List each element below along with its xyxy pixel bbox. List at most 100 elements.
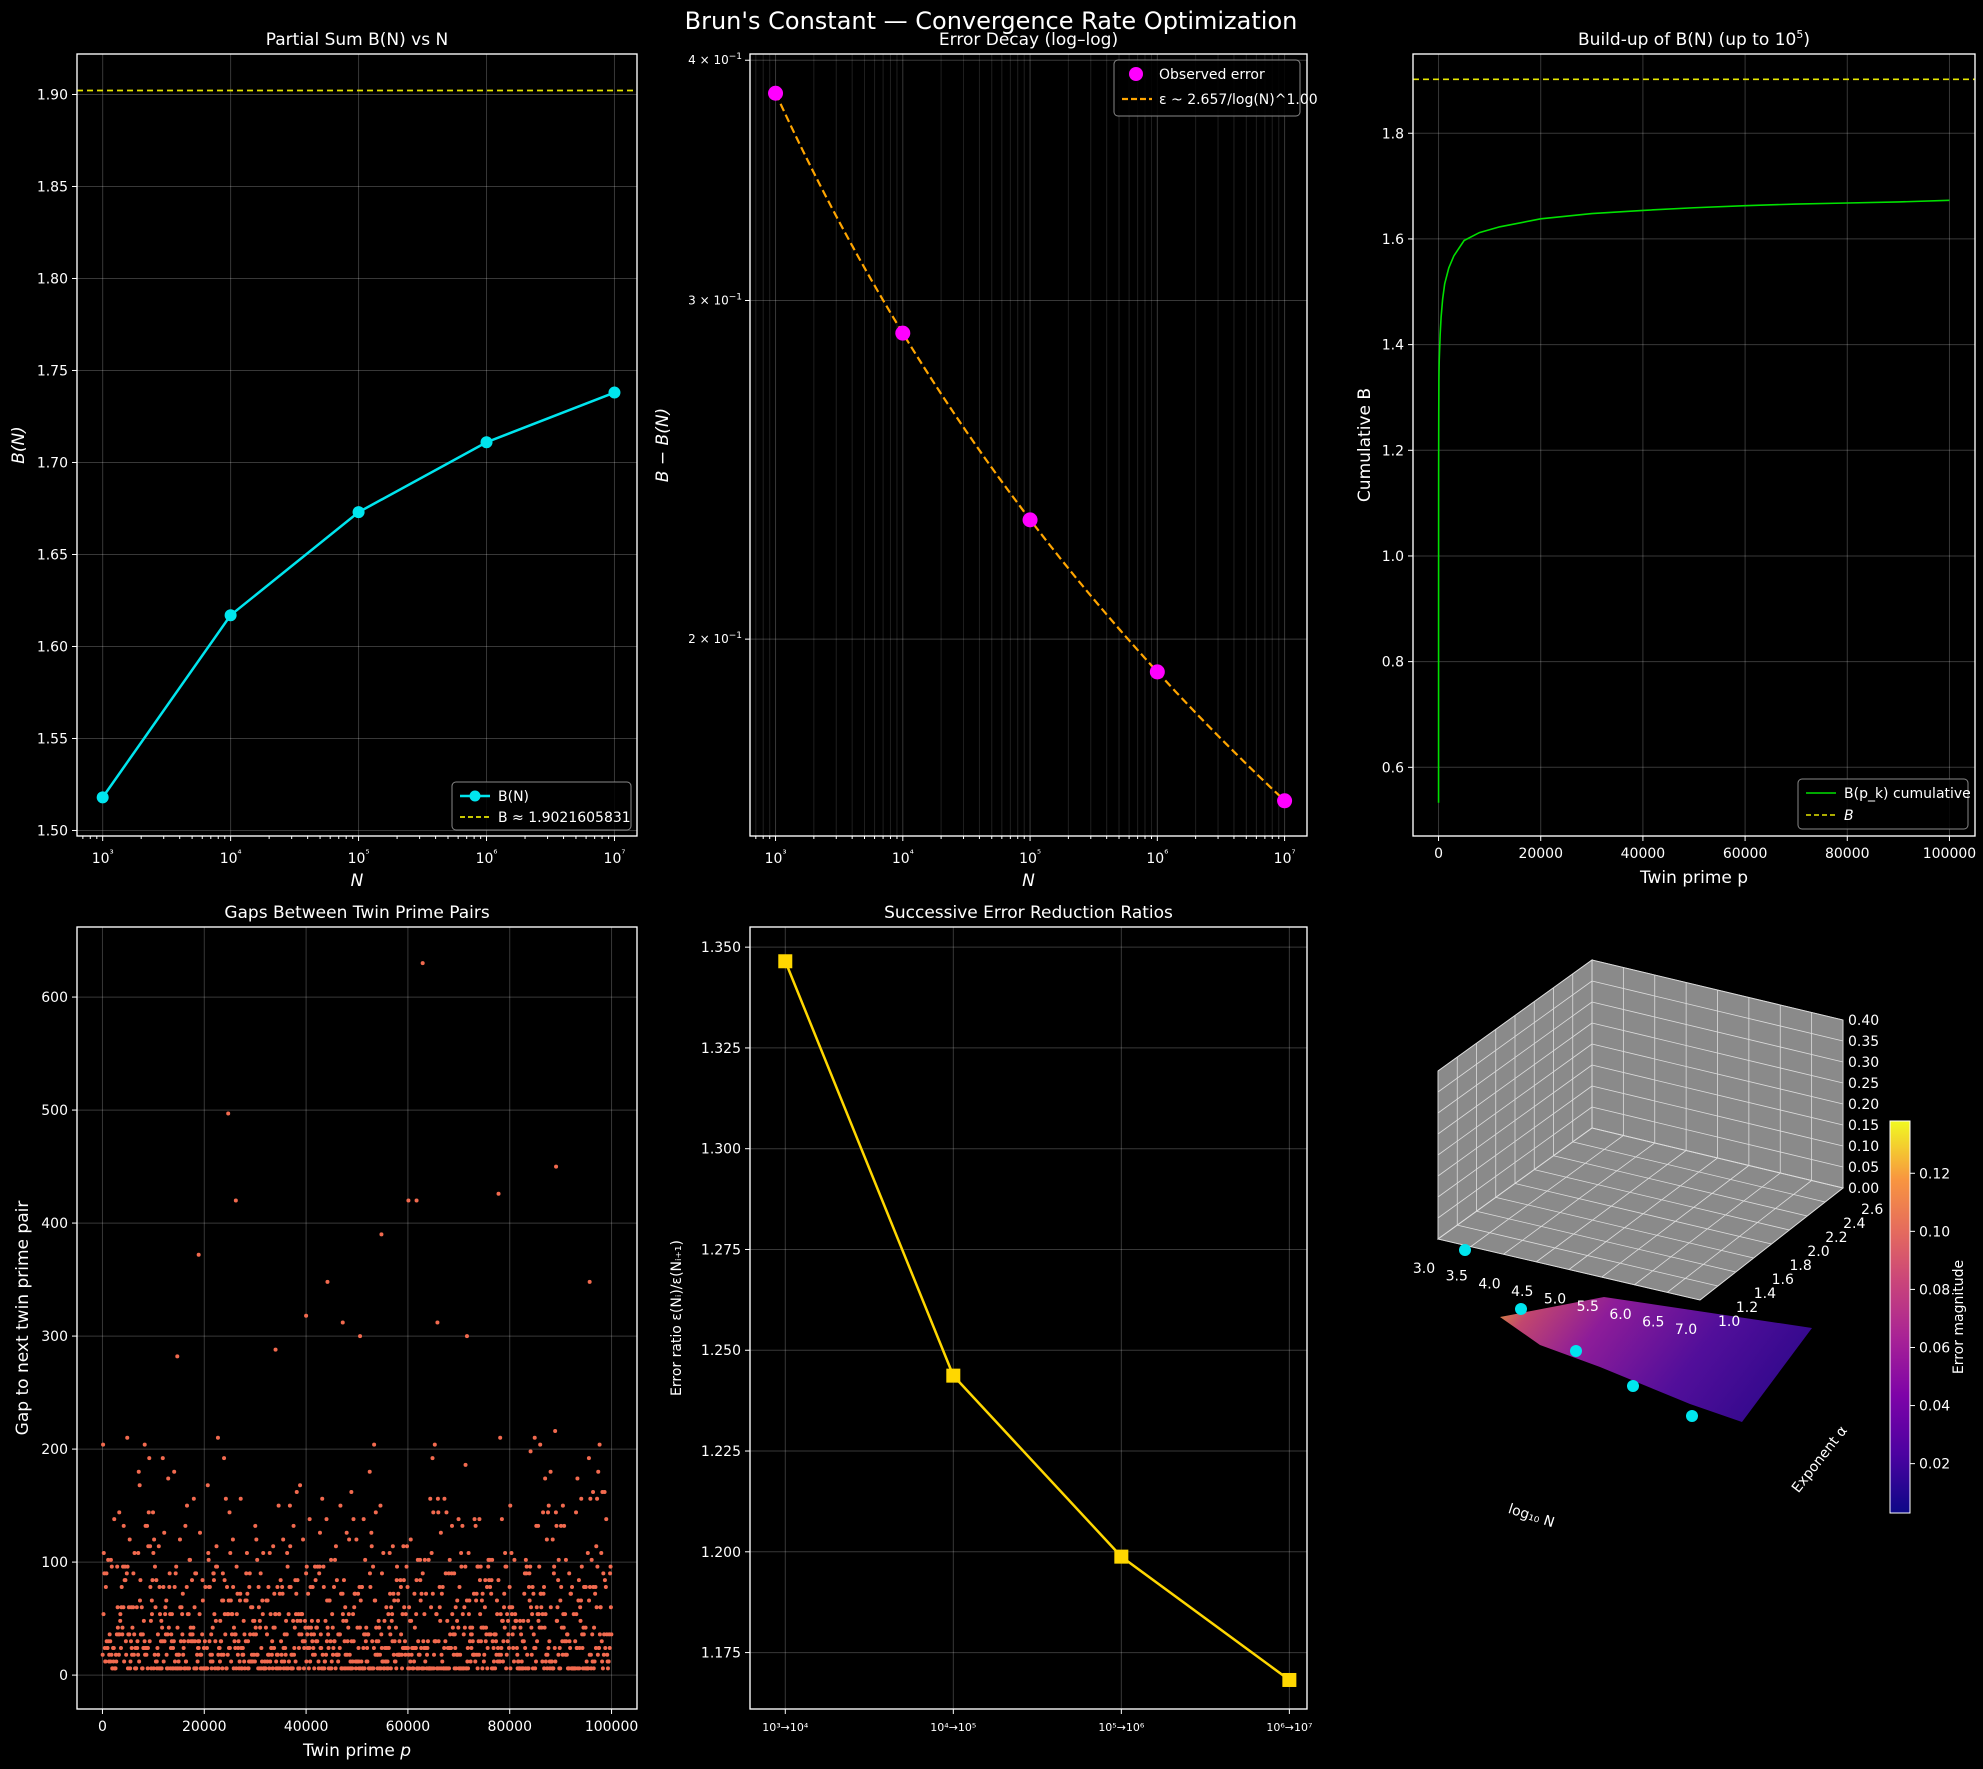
y3d-tick-label: 1.8 [1790, 1258, 1812, 1274]
gap-point [598, 1605, 603, 1610]
gap-point [160, 1456, 165, 1461]
gap-point [261, 1551, 266, 1556]
gap-point [417, 1652, 422, 1657]
ytick-label: 1.50 [37, 823, 68, 839]
gap-point [421, 1666, 426, 1671]
gap-point [393, 1659, 398, 1664]
gap-point [559, 1584, 564, 1589]
gap-point [327, 1598, 332, 1603]
gap-point [518, 1625, 523, 1630]
x-axis-label: Twin prime p [1639, 868, 1748, 888]
gap-point [195, 1652, 200, 1657]
gap-point [146, 1510, 151, 1515]
gap-point [340, 1612, 345, 1617]
gap-point [376, 1618, 381, 1623]
gap-point [403, 1652, 408, 1657]
gap-point [597, 1645, 602, 1650]
gap-point [479, 1598, 484, 1603]
gap-point [153, 1605, 158, 1610]
gap-point [337, 1645, 342, 1650]
gap-point [429, 1605, 434, 1610]
gap-point [408, 1659, 413, 1664]
gap-point [124, 1571, 129, 1576]
gap-point [449, 1645, 454, 1650]
gap-point [425, 1652, 430, 1657]
observed-error-point [1277, 793, 1293, 809]
gap-point [529, 1625, 534, 1630]
gap-point [100, 1652, 105, 1657]
gap-point [484, 1632, 489, 1637]
gap-point [489, 1591, 494, 1596]
gap-point [497, 1659, 502, 1664]
gap-point [101, 1612, 106, 1617]
gap-point [302, 1645, 307, 1650]
gap-point [248, 1632, 253, 1637]
gap-point [480, 1666, 485, 1671]
gap-point [535, 1639, 540, 1644]
data-point [352, 506, 365, 519]
gap-point [127, 1632, 132, 1637]
gap-point [483, 1578, 488, 1583]
gap-point [132, 1551, 137, 1556]
wall-grid [1591, 1043, 1844, 1105]
gap-point [558, 1598, 563, 1603]
gap-point [359, 1584, 364, 1589]
gap-point [215, 1564, 220, 1569]
observed-point-3d [1570, 1345, 1582, 1357]
y-axis-label: B(N) [9, 426, 29, 464]
gap-point [398, 1578, 403, 1583]
gap-point [263, 1666, 268, 1671]
gap-point [559, 1523, 564, 1528]
gap-point [118, 1645, 123, 1650]
xtick-label: 60000 [386, 1719, 431, 1735]
gap-point [400, 1612, 405, 1617]
gap-point [304, 1313, 309, 1318]
gap-point [462, 1605, 467, 1610]
gap-point [290, 1666, 295, 1671]
gap-point [370, 1639, 375, 1644]
gap-point [317, 1530, 322, 1535]
gap-point [379, 1571, 384, 1576]
gap-point [239, 1666, 244, 1671]
gap-point [458, 1652, 463, 1657]
gap-point [508, 1666, 513, 1671]
gap-point [120, 1625, 125, 1630]
gap-point [560, 1652, 565, 1657]
xtick-label: 0 [1434, 846, 1443, 862]
gap-point [521, 1639, 526, 1644]
gap-point [151, 1551, 156, 1556]
gap-point [254, 1537, 259, 1542]
gap-point [253, 1625, 258, 1630]
gap-point [200, 1578, 205, 1583]
gap-point [440, 1584, 445, 1589]
gap-point [301, 1666, 306, 1671]
gap-point [509, 1551, 514, 1556]
wall-grid [1437, 1043, 1593, 1156]
gap-point [154, 1659, 159, 1664]
gap-point [230, 1612, 235, 1617]
gap-point [481, 1659, 486, 1664]
xtick-label: 40000 [1621, 846, 1666, 862]
gap-point [356, 1645, 361, 1650]
gap-point [226, 1612, 231, 1617]
gap-point [359, 1659, 364, 1664]
gap-point [421, 1639, 426, 1644]
gap-point [398, 1584, 403, 1589]
gap-point [144, 1652, 149, 1657]
gap-point [424, 1591, 429, 1596]
gap-point [134, 1666, 139, 1671]
gap-point [488, 1584, 493, 1589]
gap-point [148, 1544, 153, 1549]
gap-point [237, 1598, 242, 1603]
gap-point [553, 1510, 558, 1515]
gap-point [294, 1591, 299, 1596]
gap-point [390, 1544, 395, 1549]
gap-point [328, 1639, 333, 1644]
gap-point [367, 1571, 372, 1576]
gap-point [433, 1639, 438, 1644]
xtick-label: 10⁴ [892, 849, 914, 867]
gap-point [216, 1652, 221, 1657]
gap-point [181, 1652, 186, 1657]
gap-point [172, 1659, 177, 1664]
gap-point [523, 1557, 528, 1562]
